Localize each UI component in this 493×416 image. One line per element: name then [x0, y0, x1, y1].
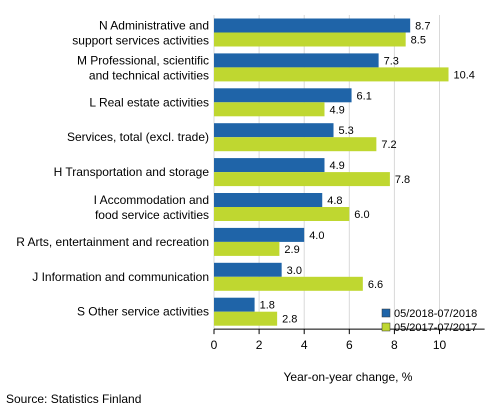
legend-swatch — [381, 308, 391, 318]
bar-series-2 — [214, 172, 390, 187]
bars — [214, 18, 449, 326]
bar-series-2 — [214, 32, 406, 47]
x-tick-label: 6 — [346, 338, 353, 352]
bar-series-1 — [214, 18, 411, 33]
bar-series-2 — [214, 276, 363, 291]
bar-series-1 — [214, 53, 379, 68]
bar-value-label: 6.1 — [357, 90, 372, 102]
x-tick-label: 8 — [391, 338, 398, 352]
value-labels: 8.7 8.5 7.3 10.4 6.1 4.9 5.3 7.2 4.9 7.8 4.8 6.0 4.0… — [260, 21, 475, 326]
bar-value-label: 4.8 — [327, 195, 342, 207]
bar-series-2 — [214, 67, 449, 82]
bar-value-label: 6.6 — [368, 279, 383, 291]
category-labels: N Administrative and support services act… — [16, 18, 209, 318]
bar-value-label: 6.0 — [354, 209, 369, 221]
legend-label: 05/2017-07/2017 — [394, 322, 477, 334]
legend-swatch — [381, 322, 391, 332]
bar-series-2 — [214, 137, 377, 152]
bar-value-label: 10.4 — [454, 69, 475, 81]
bar-value-label: 7.2 — [381, 139, 396, 151]
bar-value-label: 7.3 — [384, 55, 399, 67]
x-tick-label: 2 — [256, 338, 263, 352]
x-axis-title: Year-on-year change, % — [284, 370, 413, 384]
bar-value-label: 4.9 — [329, 160, 344, 172]
category-label: S Other service activities — [77, 305, 209, 319]
x-tick-label: 10 — [433, 338, 447, 352]
legend-label: 05/2018-07/2018 — [394, 308, 477, 320]
bar-value-label: 8.7 — [415, 21, 430, 33]
bar-series-2 — [214, 311, 278, 326]
bar-value-label: 3.0 — [287, 265, 302, 277]
category-label: M Professional, scientific and technical … — [77, 53, 209, 82]
bar-series-2 — [214, 102, 325, 117]
category-label: R Arts, entertainment and recreation — [16, 235, 209, 249]
category-label: H Transportation and storage — [54, 165, 210, 179]
bar-series-2 — [214, 241, 280, 256]
bar-series-2 — [214, 207, 350, 221]
bar-series-1 — [214, 262, 282, 277]
bar-value-label: 4.0 — [309, 230, 324, 242]
bar-value-label: 2.9 — [284, 244, 299, 256]
bar-series-1 — [214, 123, 334, 138]
bar-series-1 — [214, 297, 255, 312]
x-axis: 0 2 4 6 8 10 — [211, 328, 485, 352]
bar-value-label: 8.5 — [411, 35, 426, 47]
bar-value-label: 5.3 — [339, 125, 354, 137]
bar-value-label: 4.9 — [329, 104, 344, 116]
bar-series-1 — [214, 158, 325, 173]
bar-value-label: 7.8 — [395, 174, 410, 186]
source-note: Source: Statistics Finland — [6, 392, 141, 406]
category-label: N Administrative and support services act… — [72, 18, 209, 47]
legend: 05/2018-07/2018 05/2017-07/2017 — [381, 308, 477, 334]
category-label: Services, total (excl. trade) — [67, 130, 209, 144]
category-label: L Real estate activities — [89, 95, 209, 109]
bar-series-1 — [214, 193, 323, 207]
bar-series-1 — [214, 227, 305, 242]
category-label: I Accommodation and food service activiti… — [94, 193, 209, 222]
bar-value-label: 1.8 — [260, 300, 275, 312]
bar-series-1 — [214, 88, 352, 103]
category-label: J Information and communication — [32, 270, 209, 284]
x-tick-label: 0 — [211, 338, 218, 352]
bar-value-label: 2.8 — [282, 314, 297, 326]
x-tick-label: 4 — [301, 338, 308, 352]
